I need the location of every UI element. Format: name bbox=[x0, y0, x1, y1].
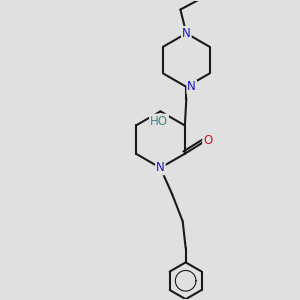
Text: HO: HO bbox=[150, 115, 168, 128]
Text: O: O bbox=[203, 134, 212, 147]
Text: N: N bbox=[187, 80, 196, 93]
Text: N: N bbox=[156, 161, 165, 174]
Text: N: N bbox=[182, 27, 191, 40]
